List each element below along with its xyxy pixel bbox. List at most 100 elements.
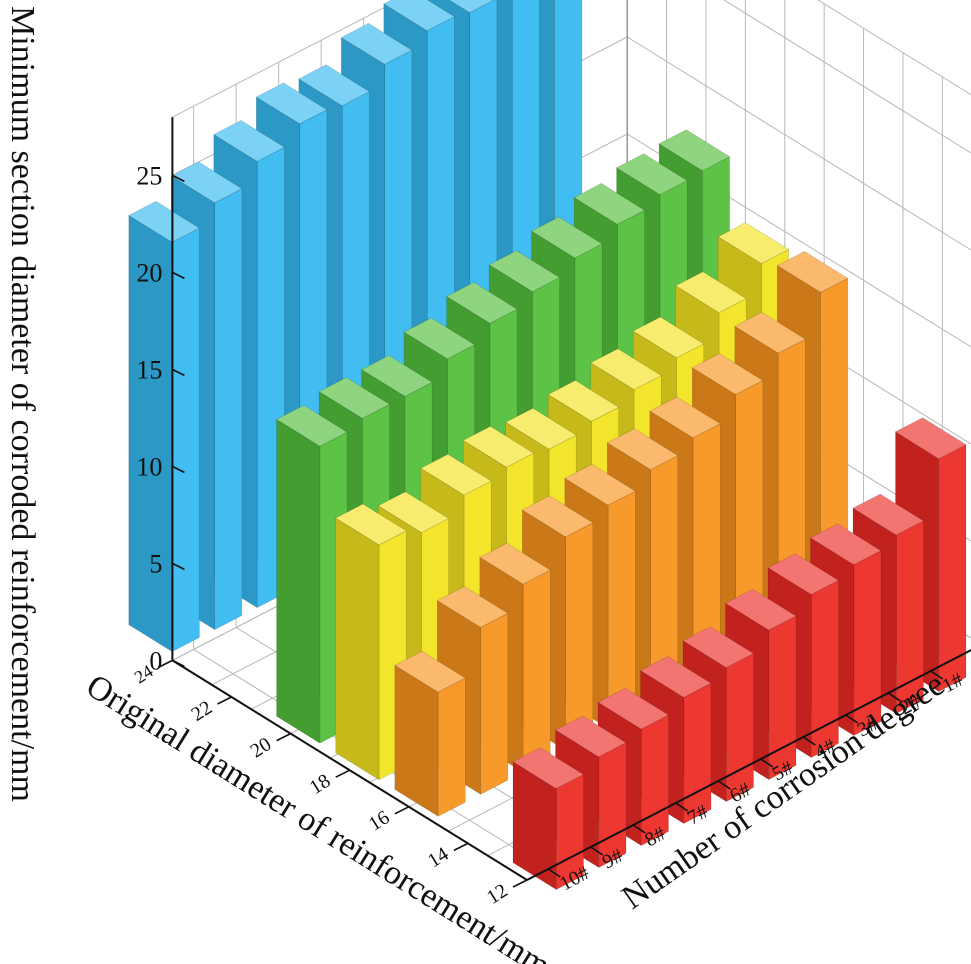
x-tick xyxy=(632,824,646,834)
y-tick-label: 12 xyxy=(483,880,512,909)
y-tick-label: 22 xyxy=(188,697,217,726)
z-tick xyxy=(172,465,185,474)
bar-face-front-left xyxy=(437,677,466,817)
z-tick-label: 20 xyxy=(136,258,162,287)
bar-face-top xyxy=(658,129,731,171)
bar-face-top xyxy=(894,417,967,460)
z-tick-label: 5 xyxy=(149,549,162,578)
bar-face-top xyxy=(462,426,535,468)
x-tick xyxy=(802,736,816,746)
bar-face-top xyxy=(573,183,646,225)
bar-face-front-left xyxy=(725,653,754,802)
bar-face-top xyxy=(128,200,201,243)
y-tick-label: 14 xyxy=(424,843,453,872)
bar-face-top xyxy=(255,82,328,125)
bar-face-top xyxy=(615,153,688,195)
x-tick xyxy=(760,758,774,768)
z-tick xyxy=(172,562,185,571)
bar-face-top xyxy=(505,407,577,450)
bar-face-front-right xyxy=(276,418,321,744)
z-tick-label: 10 xyxy=(136,452,162,481)
bar xyxy=(394,650,466,817)
bar-face-top xyxy=(852,493,925,536)
z-tick-label: 15 xyxy=(136,355,162,384)
bar-face-top xyxy=(445,282,518,324)
bar-face-top xyxy=(639,656,712,698)
bar-face-top xyxy=(360,355,433,397)
bar-face-top xyxy=(318,377,391,419)
bar-face-front-right xyxy=(335,517,380,781)
y-tick xyxy=(217,696,232,705)
bar-face-top xyxy=(597,687,670,730)
x-axis-line xyxy=(526,649,971,881)
bar-face-top xyxy=(717,222,790,264)
bar-face-top xyxy=(564,463,636,506)
y-tick xyxy=(394,806,410,815)
x-tick xyxy=(845,714,859,724)
bar-face-top xyxy=(521,495,594,538)
bar xyxy=(554,715,627,869)
bar-face-top xyxy=(734,311,806,354)
x-tick xyxy=(717,780,731,790)
bar-face-top xyxy=(512,747,585,789)
bar-face-top xyxy=(649,396,721,439)
bar-face-front-left xyxy=(768,615,797,780)
bar-face-top xyxy=(213,120,286,162)
y-tick-label: 16 xyxy=(365,806,394,835)
bar-face-top xyxy=(448,0,495,13)
bar-face-top xyxy=(606,428,679,470)
z-tick-label: 25 xyxy=(136,161,162,190)
bar-face-top xyxy=(377,491,450,533)
bar-face-top xyxy=(436,586,509,628)
y-tick xyxy=(158,659,173,669)
bar-face-front-left xyxy=(214,188,243,631)
bar-face-top xyxy=(675,271,747,314)
chart-bars xyxy=(128,0,967,891)
bar-face-top xyxy=(590,348,662,390)
bar-face-top xyxy=(776,251,849,293)
bar-face-top xyxy=(809,523,882,566)
bar-face-top xyxy=(767,553,840,595)
x-tick xyxy=(590,846,604,856)
y-tick-label: 20 xyxy=(247,733,276,762)
bar-face-front-left xyxy=(171,227,200,653)
bar-face-top xyxy=(488,250,561,292)
z-axis-title: Minimum section diameter of corroded rei… xyxy=(4,6,41,802)
bar-face-top xyxy=(275,404,348,447)
bar-face-top xyxy=(479,542,551,585)
bar-face-front-left xyxy=(522,569,551,773)
x-tick xyxy=(887,692,901,702)
bar-face-front-left xyxy=(480,612,509,795)
bar-face-top xyxy=(403,317,476,360)
z-tick-label: 0 xyxy=(149,646,162,675)
bar-face-top xyxy=(724,588,797,631)
y-tick-label: 18 xyxy=(306,770,335,799)
bar-face-top xyxy=(632,316,705,359)
bar xyxy=(275,404,348,744)
z-tick xyxy=(172,174,185,183)
y-tick xyxy=(335,769,351,778)
z-tick xyxy=(172,659,185,668)
grid-line xyxy=(172,0,971,118)
y-tick xyxy=(453,842,469,852)
bar-face-top xyxy=(335,503,407,546)
bar-face-top xyxy=(682,626,755,668)
bar-face-top xyxy=(383,0,456,32)
bar-face-top xyxy=(530,216,603,259)
y-tick xyxy=(276,732,291,742)
z-tick xyxy=(172,271,185,280)
bar-face-top xyxy=(394,650,466,693)
x-tick xyxy=(547,868,561,878)
bar-face-top xyxy=(691,353,764,395)
bar-face-top xyxy=(340,23,413,65)
bar-face-top xyxy=(170,161,243,204)
bar-face-top xyxy=(554,715,627,758)
bar-face-front-left xyxy=(565,522,594,751)
bar-face-top xyxy=(420,453,492,496)
z-tick xyxy=(172,368,185,377)
bar-face-top xyxy=(298,64,371,107)
bar-face-top xyxy=(547,380,620,422)
x-tick xyxy=(930,670,944,680)
y-tick xyxy=(512,879,528,888)
